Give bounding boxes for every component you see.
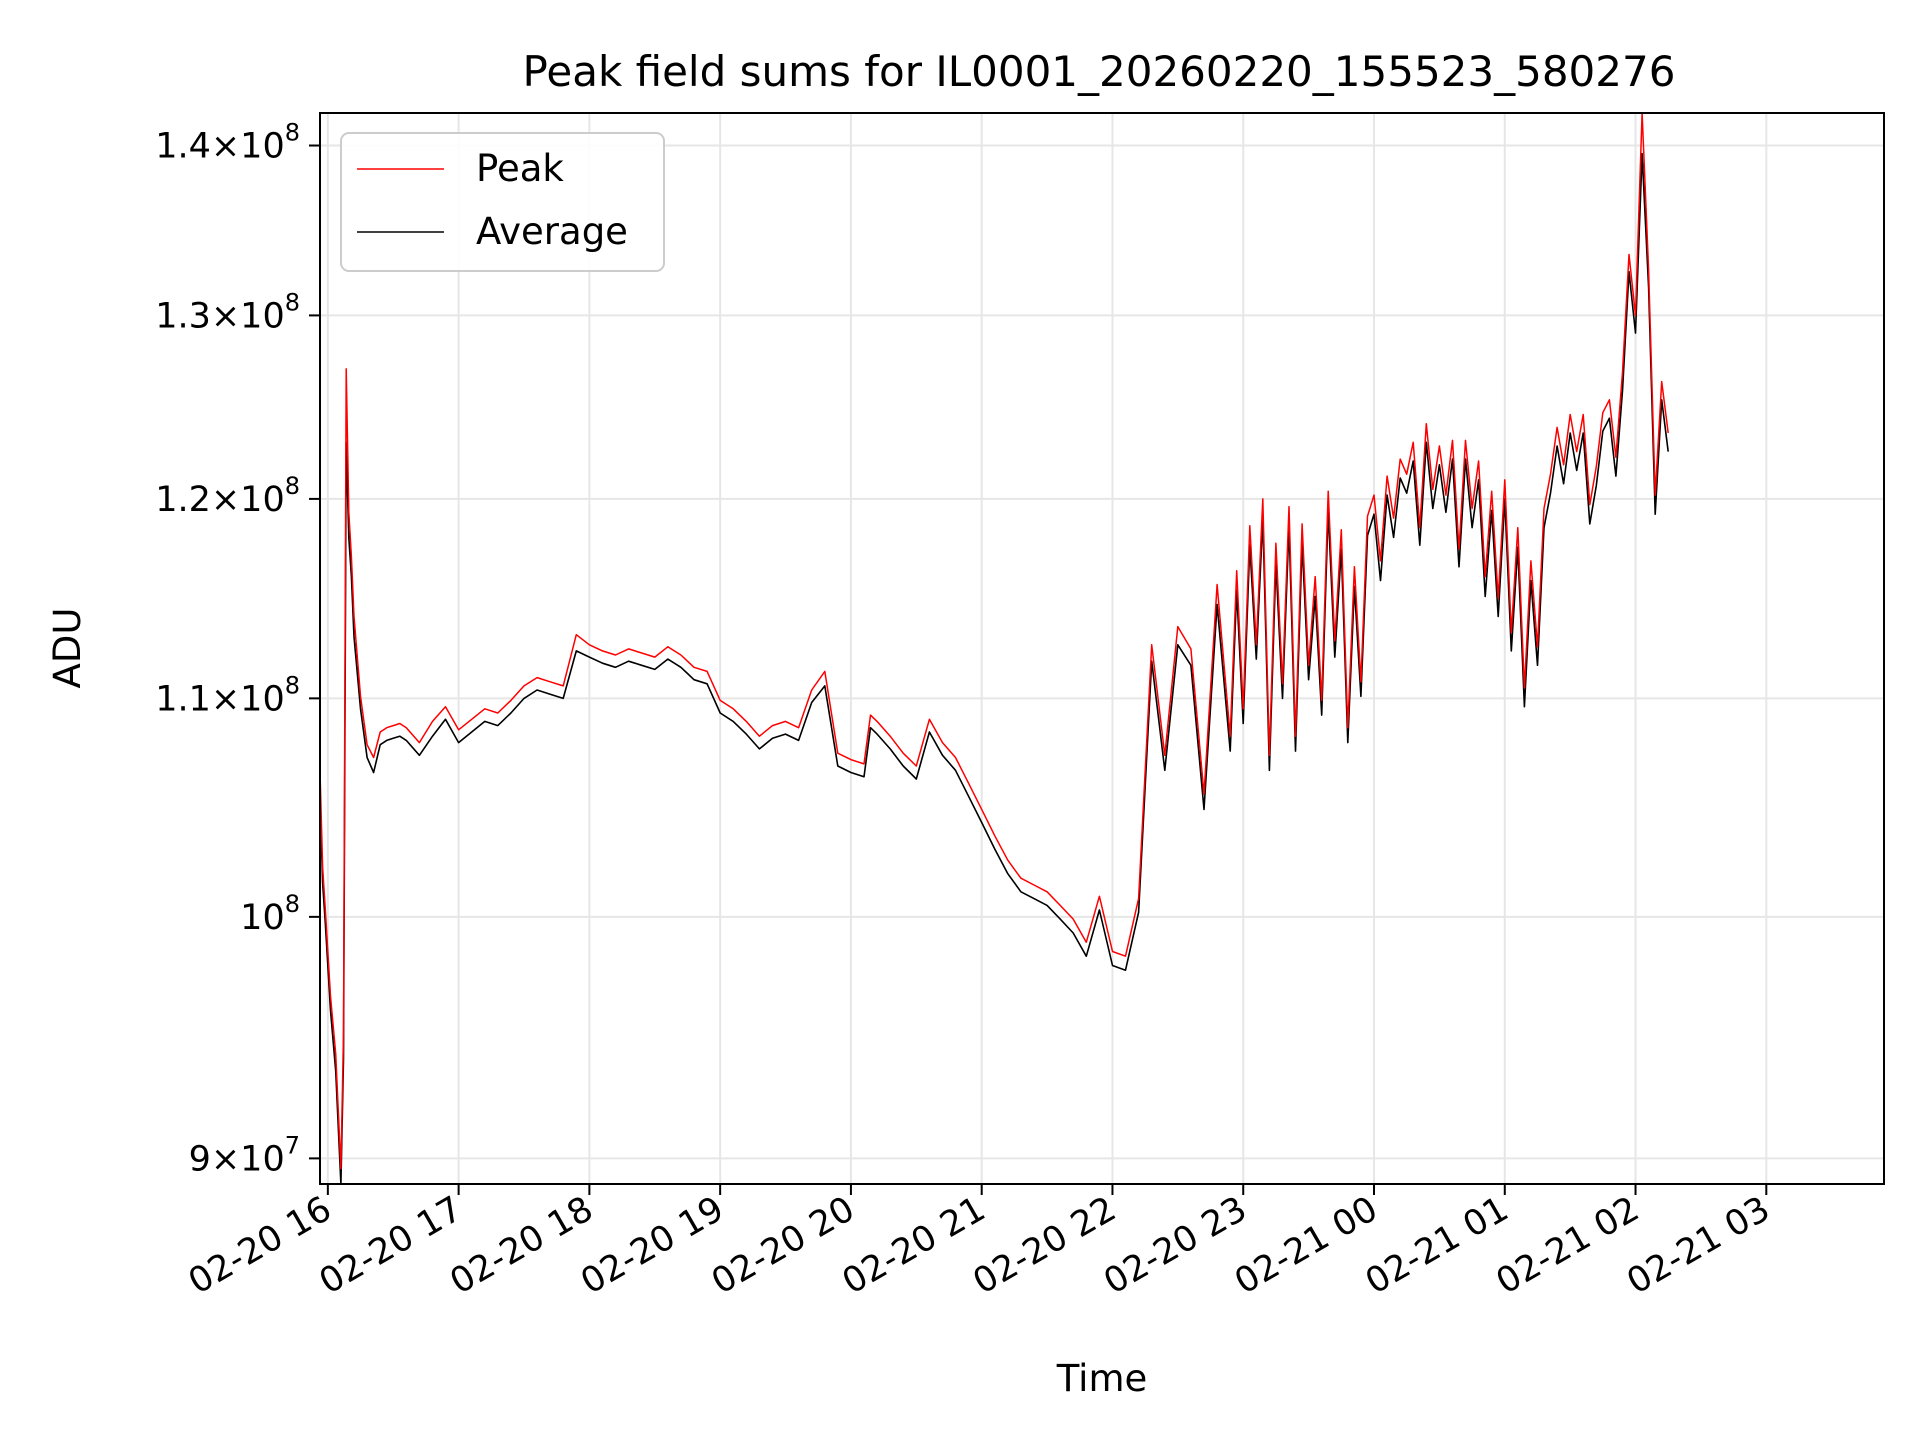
series-group <box>320 113 1669 1184</box>
y-tick-label: 1.3×108 <box>155 288 300 336</box>
plot-frame <box>319 112 1885 1185</box>
legend-peak-label: Peak <box>476 147 564 190</box>
y-tick-label: 108 <box>240 890 300 938</box>
y-axis-ticks: 9×107 108 1.1×108 1.2×108 1.3×108 1.4×108 <box>155 119 320 1179</box>
y-tick-label: 1.2×108 <box>155 472 300 520</box>
legend: Peak Average <box>340 132 665 272</box>
y-tick-label: 1.4×108 <box>155 119 300 167</box>
y-tick-label: 9×107 <box>189 1131 300 1179</box>
grid-lines <box>320 113 1884 1184</box>
y-axis-label: ADU <box>46 608 89 689</box>
series-line-average <box>320 152 1669 1184</box>
legend-box <box>340 132 665 272</box>
series-line-peak <box>320 113 1669 1170</box>
x-axis-label: Time <box>1056 1357 1148 1400</box>
y-tick-label: 1.1×108 <box>155 671 300 719</box>
legend-average-label: Average <box>476 210 628 253</box>
chart-title: Peak field sums for IL0001_20260220_1555… <box>523 47 1676 96</box>
